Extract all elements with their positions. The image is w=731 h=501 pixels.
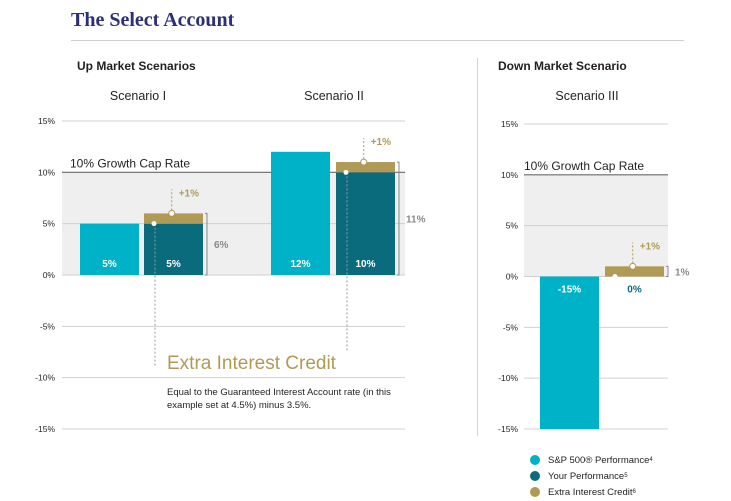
- total-label: 1%: [675, 267, 690, 278]
- cap-rate-label: 10% Growth Cap Rate: [524, 159, 644, 173]
- legend-item-extra-interest-credit: Extra Interest Credit 6: [530, 484, 653, 500]
- down-market-heading: Down Market Scenario: [498, 59, 627, 73]
- extra-credit-label: +1%: [179, 188, 199, 199]
- page-title: The Select Account: [71, 9, 235, 31]
- total-bracket: [397, 161, 400, 276]
- extra-credit-label: +1%: [371, 137, 391, 148]
- y-tick-label: -5%: [40, 321, 56, 331]
- bar-label-sp500: 12%: [290, 259, 310, 270]
- legend-swatch-your-performance: [530, 471, 540, 481]
- chart-legend: S&P 500® Performance 4 Your Performance 5 …: [530, 452, 653, 500]
- y-tick-label: -5%: [503, 322, 519, 332]
- legend-item-your-performance: Your Performance 5: [530, 468, 653, 484]
- legend-label-your-performance: Your Performance: [548, 470, 625, 482]
- your-performance-marker: [151, 221, 157, 227]
- legend-label-extra-interest-credit: Extra Interest Credit: [548, 486, 633, 498]
- y-tick-label: 15%: [501, 119, 518, 129]
- scenario-2-label: Scenario II: [304, 89, 364, 103]
- total-bracket: [666, 265, 669, 277]
- legend-footnote-your-performance: 5: [624, 473, 628, 479]
- extra-credit-marker: [168, 209, 176, 217]
- y-tick-label: 15%: [38, 116, 55, 126]
- y-tick-label: 0%: [506, 272, 519, 282]
- your-performance-marker: [612, 274, 618, 279]
- bar-label-sp500: -15%: [558, 285, 581, 296]
- bar-extra-credit-1: [144, 213, 203, 224]
- bar-extra-credit-2: [336, 162, 395, 173]
- y-tick-label: -15%: [35, 424, 55, 434]
- y-tick-label: -15%: [498, 424, 518, 434]
- extra-interest-credit-description: Equal to the Guaranteed Interest Account…: [167, 387, 391, 411]
- bar-your-performance-2: [336, 172, 395, 275]
- bar-label-your-performance: 10%: [355, 259, 375, 270]
- bar-sp500-2: [271, 151, 330, 275]
- title-divider: [71, 40, 684, 41]
- extra-credit-marker: [629, 262, 637, 270]
- scenario-3-label: Scenario III: [555, 89, 619, 103]
- up-market-heading: Up Market Scenarios: [77, 59, 196, 73]
- y-tick-label: -10%: [35, 373, 55, 383]
- scenario-1-label: Scenario I: [109, 89, 167, 103]
- total-label: 6%: [214, 240, 229, 251]
- bar-sp500-3: [540, 276, 599, 429]
- extra-credit-marker: [360, 158, 368, 166]
- bar-label-sp500: 5%: [102, 259, 117, 270]
- legend-item-sp500: S&P 500® Performance 4: [530, 452, 653, 468]
- total-bracket: [205, 212, 208, 276]
- legend-swatch-extra-interest-credit: [530, 487, 540, 497]
- y-tick-label: 5%: [43, 219, 56, 229]
- total-label: 11%: [406, 215, 426, 226]
- y-tick-label: 5%: [506, 221, 519, 231]
- y-tick-label: -10%: [498, 373, 518, 383]
- y-tick-label: 10%: [501, 170, 518, 180]
- bar-your-performance-1: [144, 223, 203, 275]
- your-performance-marker: [343, 169, 349, 175]
- bar-sp500-1: [80, 223, 139, 275]
- bar-extra-credit-3: [605, 266, 664, 277]
- legend-footnote-extra-interest-credit: 6: [632, 489, 636, 495]
- legend-swatch-sp500: [530, 455, 540, 465]
- y-tick-label: 10%: [38, 167, 55, 177]
- legend-label-sp500: S&P 500® Performance: [548, 454, 650, 466]
- y-tick-label: 0%: [43, 270, 56, 280]
- extra-credit-label: +1%: [640, 241, 660, 252]
- cap-rate-label: 10% Growth Cap Rate: [70, 156, 190, 170]
- section-divider: [477, 58, 478, 436]
- bar-label-your-performance: 0%: [627, 285, 642, 296]
- extra-interest-credit-title: Extra Interest Credit: [167, 353, 336, 374]
- legend-footnote-sp500: 4: [649, 457, 653, 463]
- bar-label-your-performance: 5%: [166, 259, 181, 270]
